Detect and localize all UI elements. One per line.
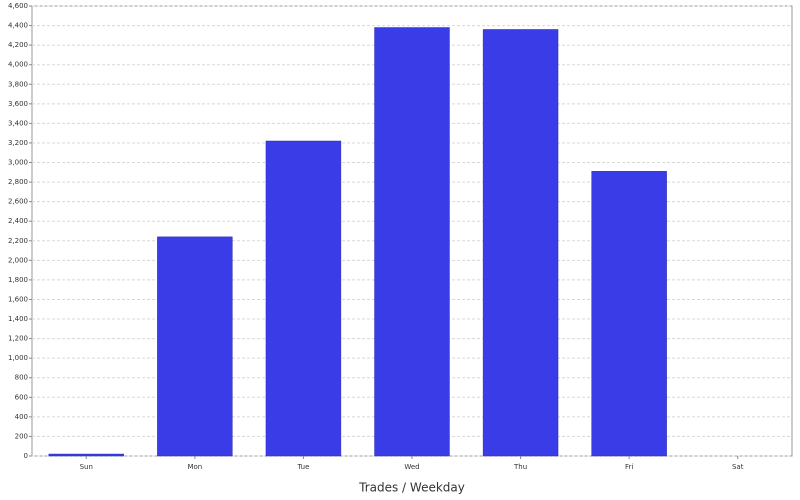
y-tick-label: 1,200 [8, 335, 28, 343]
bar [591, 171, 667, 457]
y-tick-label: 1,000 [8, 354, 28, 362]
y-tick-label: 400 [15, 413, 28, 421]
y-tick-label: 3,000 [8, 159, 28, 167]
y-tick-label: 200 [15, 432, 28, 440]
x-tick-label: Sun [80, 463, 93, 471]
x-tick-label: Wed [404, 463, 419, 471]
y-tick-label: 800 [15, 374, 28, 382]
x-tick-label: Sat [732, 463, 744, 471]
x-axis-label: Trades / Weekday [358, 481, 465, 495]
y-tick-label: 2,400 [8, 217, 28, 225]
y-tick-label: 2,200 [8, 237, 28, 245]
y-tick-label: 4,200 [8, 41, 28, 49]
bar [374, 27, 450, 457]
bar [157, 236, 233, 457]
bar [48, 453, 124, 457]
y-tick-label: 4,000 [8, 61, 28, 69]
y-tick-label: 3,800 [8, 80, 28, 88]
y-tick-label: 3,200 [8, 139, 28, 147]
x-tick-label: Mon [187, 463, 202, 471]
y-tick-label: 2,800 [8, 178, 28, 186]
y-tick-label: 4,600 [8, 2, 28, 10]
x-tick-label: Thu [513, 463, 527, 471]
y-tick-label: 3,600 [8, 100, 28, 108]
x-tick-label: Tue [296, 463, 309, 471]
bar [482, 29, 559, 457]
y-tick-label: 4,400 [8, 22, 28, 30]
bar [265, 140, 342, 457]
y-tick-label: 3,400 [8, 119, 28, 127]
y-tick-label: 0 [24, 452, 28, 460]
x-tick-label: Fri [625, 463, 633, 471]
y-tick-label: 1,400 [8, 315, 28, 323]
y-tick-label: 2,600 [8, 198, 28, 206]
y-tick-label: 600 [15, 393, 28, 401]
y-tick-label: 1,800 [8, 276, 28, 284]
y-tick-label: 1,600 [8, 295, 28, 303]
y-tick-label: 2,000 [8, 256, 28, 264]
